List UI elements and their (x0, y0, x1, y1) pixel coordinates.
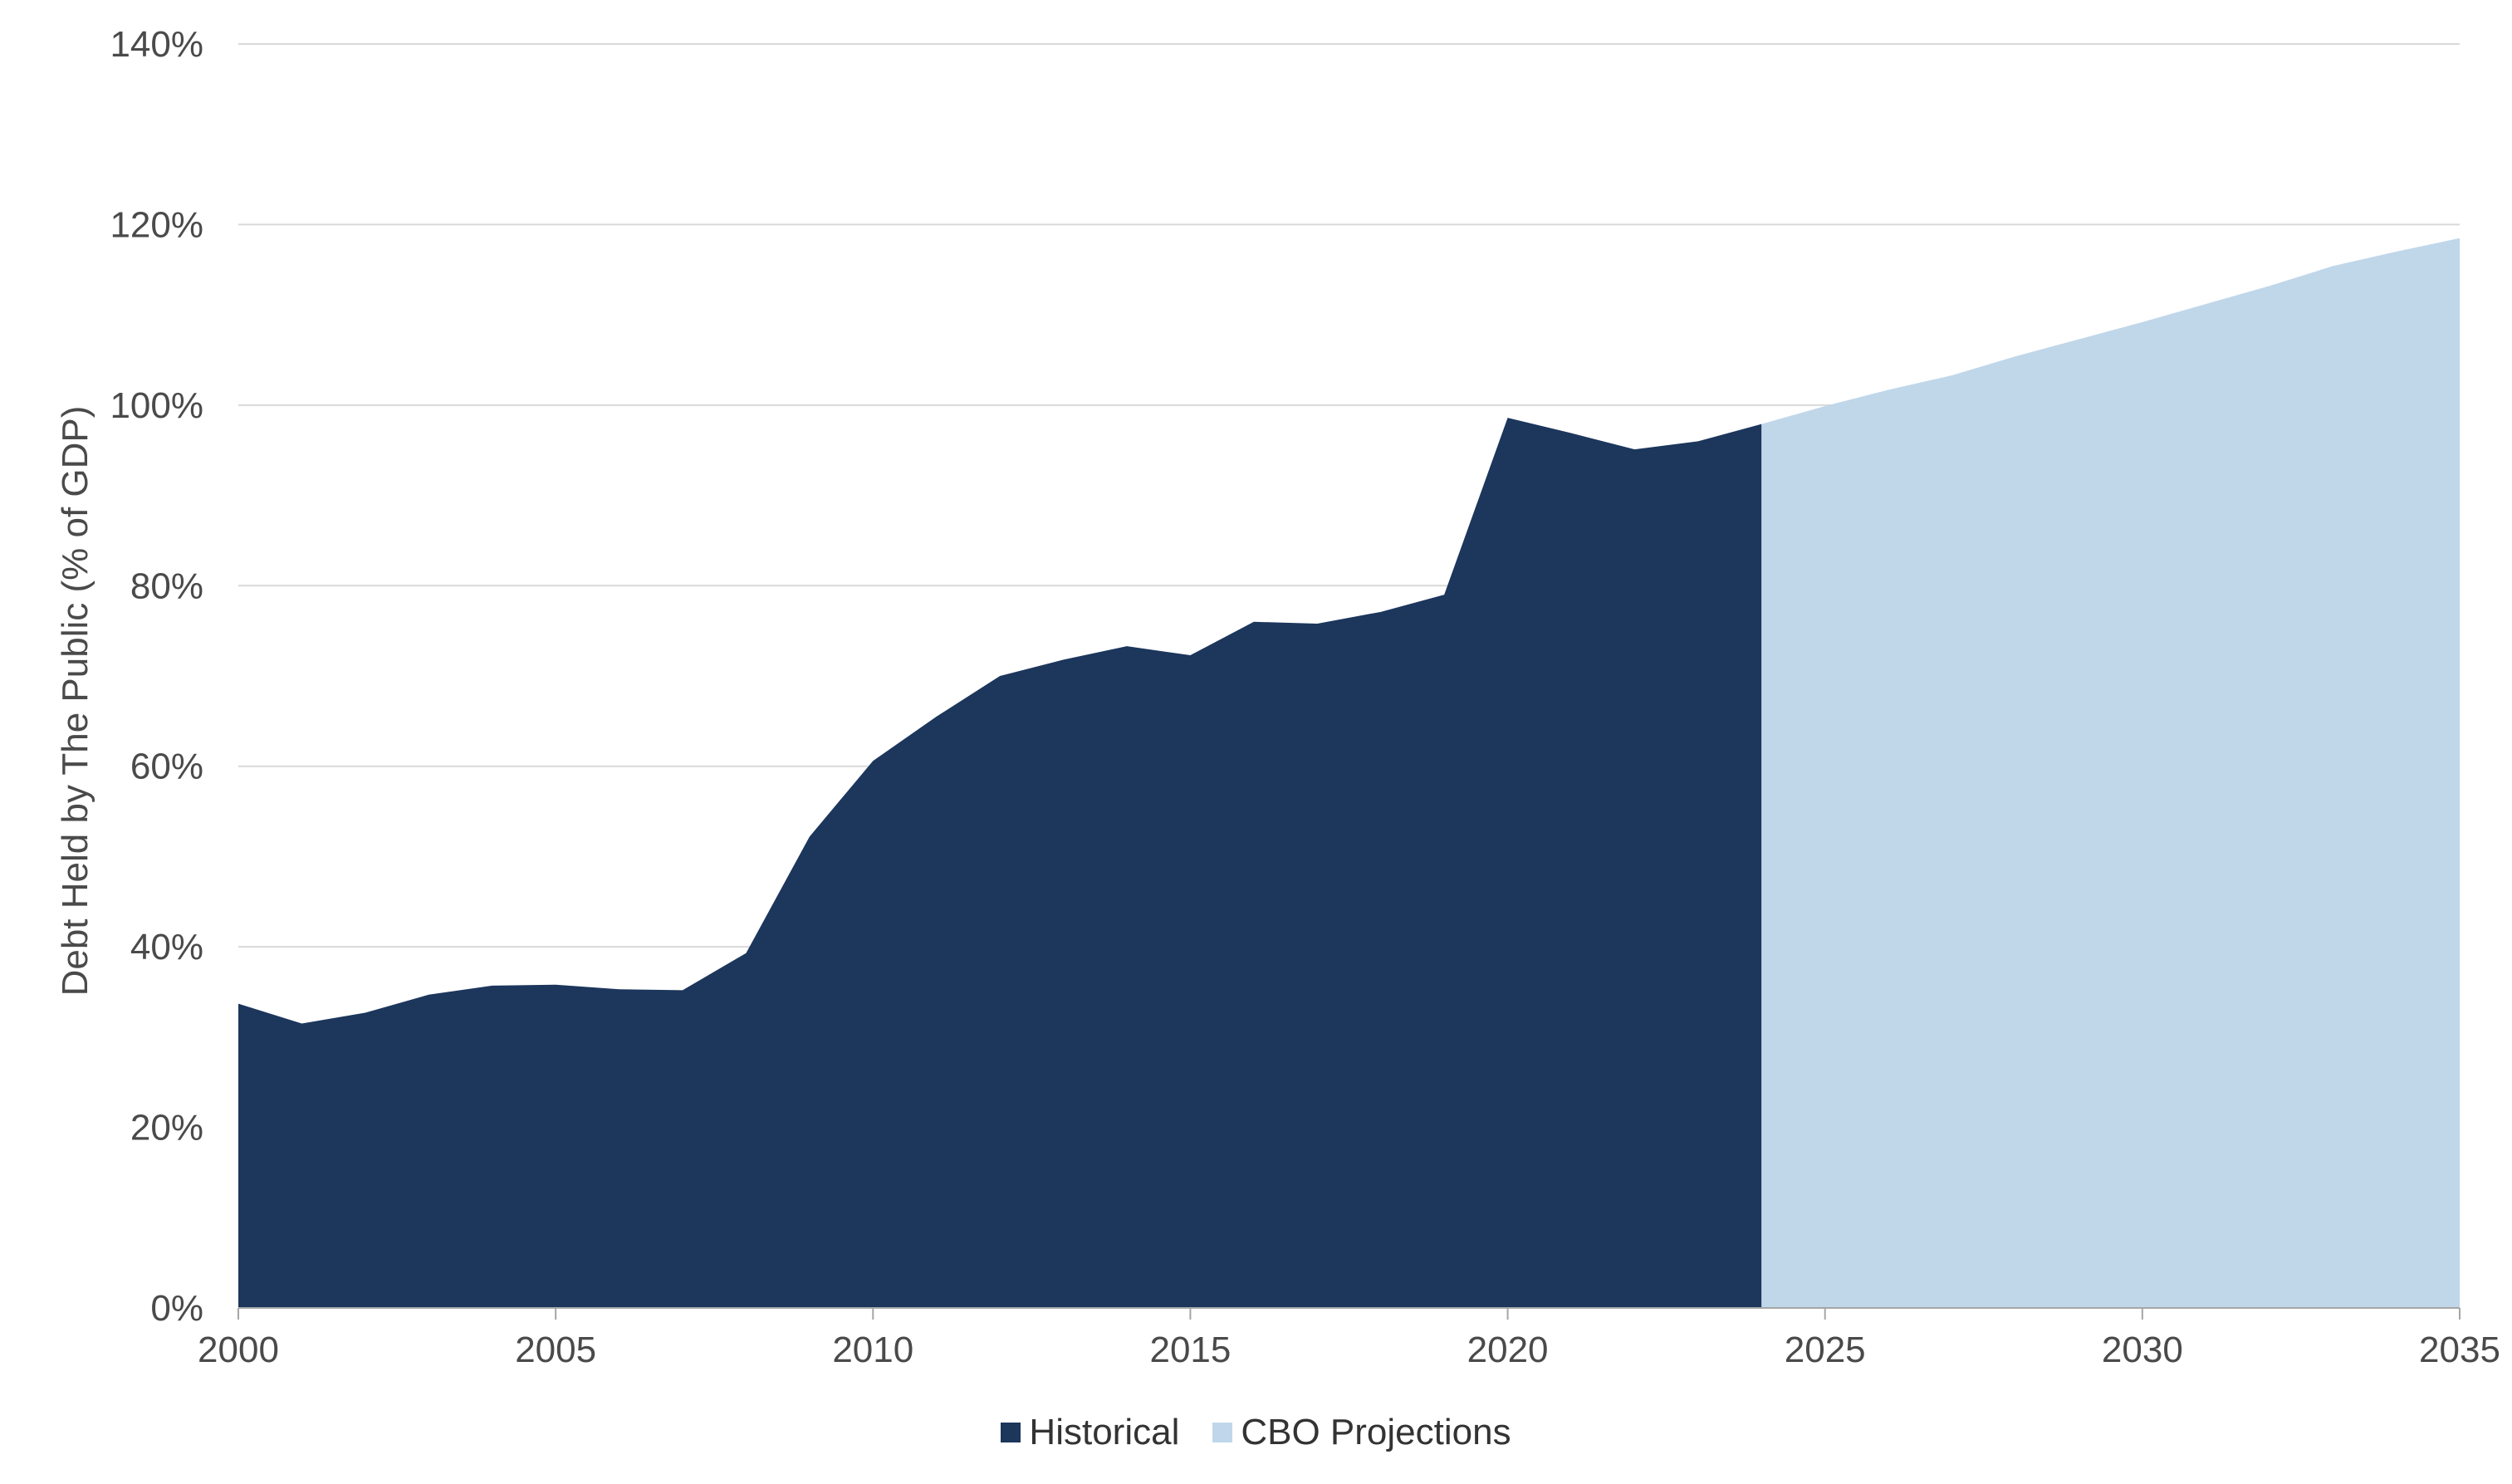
y-axis-title: Debt Held by The Public (% of GDP) (55, 406, 95, 997)
y-tick-label: 120% (110, 204, 203, 245)
axes (237, 1307, 2461, 1320)
x-tick-label: 2035 (2419, 1330, 2500, 1370)
area-cbo-projections (1761, 238, 2460, 1308)
y-tick-label: 140% (110, 24, 203, 65)
legend-label-cbo-projections: CBO Projections (1241, 1412, 1511, 1452)
y-tick-label: 100% (110, 385, 203, 426)
legend-item-historical[interactable]: Historical (1001, 1412, 1179, 1453)
x-tick-label: 2015 (1149, 1330, 1231, 1370)
y-tick-label: 0% (150, 1288, 203, 1329)
x-tick-label: 2020 (1467, 1330, 1549, 1370)
legend-label-historical: Historical (1029, 1412, 1180, 1452)
y-tick-label: 40% (130, 927, 203, 967)
y-tick-label: 20% (130, 1108, 203, 1149)
legend-swatch-cbo-projections (1212, 1423, 1233, 1442)
x-tick-label: 2010 (832, 1330, 913, 1370)
area-historical (238, 418, 1762, 1308)
y-tick-label: 80% (130, 566, 203, 606)
y-tick-label: 60% (130, 747, 203, 787)
x-tick-label: 2030 (2102, 1330, 2183, 1370)
legend: Historical CBO Projections (0, 1403, 2512, 1462)
legend-item-cbo-projections[interactable]: CBO Projections (1212, 1412, 1511, 1453)
area-series (238, 238, 2460, 1308)
x-tick-label: 2005 (515, 1330, 596, 1370)
x-tick-label: 2025 (1785, 1330, 1866, 1370)
x-tick-label: 2000 (198, 1330, 279, 1370)
legend-swatch-historical (1001, 1423, 1021, 1442)
tick-labels: 0% 20% 40% 60% 80% 100% 120% 140% 2000 2005 2010 20… (110, 24, 2500, 1370)
